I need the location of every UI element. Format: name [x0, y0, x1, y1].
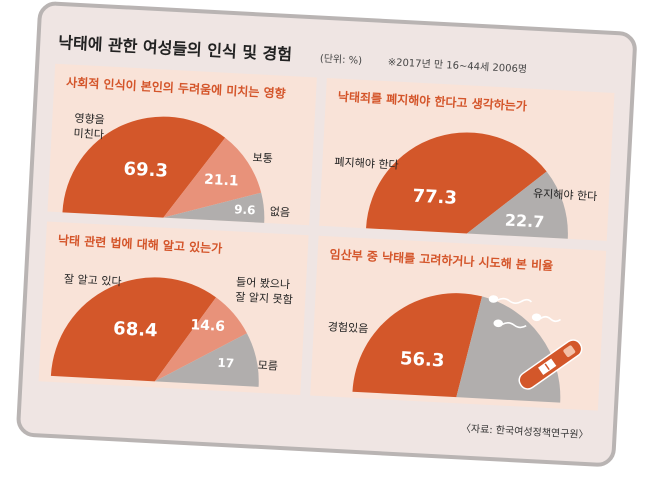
slice-3-0: [50, 277, 217, 382]
category-label-2-0: 폐지해야 한다: [334, 154, 399, 171]
category-label-2-1: 유지해야 한다: [533, 186, 598, 203]
category-label-1-1: 보통: [252, 151, 273, 165]
category-label-4-0: 경험있음: [327, 320, 368, 335]
unit-label: (단위: %): [320, 52, 363, 67]
semicircle-chart-2: 77.3 22.7 폐지해야 한다 유지해야 한다: [334, 132, 598, 239]
slice-4-0: [352, 293, 483, 398]
category-label-3-1: 들어 봤으나잘 알지 못함: [235, 276, 294, 307]
slice-1-1: [163, 137, 262, 218]
slice-2-1: [466, 171, 568, 239]
slice-3-2: [154, 333, 259, 387]
sperm-icon: [488, 295, 561, 329]
category-label-1-0: 영향을미친다: [73, 112, 105, 142]
category-label-3-2: 모름: [257, 359, 278, 373]
value-label-3-1: 14.6: [190, 317, 225, 335]
value-label-1-0: 69.3: [123, 158, 168, 181]
value-label-2-0: 77.3: [412, 186, 457, 209]
category-label-3-0: 잘 알고 있다: [64, 271, 122, 288]
value-label-4-0: 56.3: [399, 348, 444, 371]
semicircle-chart-3: 68.4 14.6 17 잘 알고 있다 들어 봤으나잘 알지 못함 모름: [50, 271, 294, 387]
value-label-3-2: 17: [217, 356, 234, 371]
semicircle-chart-1: 69.3 21.1 9.6 영향을미친다 보통 없음: [62, 112, 290, 223]
value-label-1-2: 9.6: [234, 202, 256, 217]
slice-2-0: [366, 132, 547, 234]
value-label-2-1: 22.7: [504, 210, 544, 231]
semicircle-chart-4: 56.3 경험있음: [327, 293, 583, 403]
slice-3-1: [154, 297, 247, 382]
value-label-1-1: 21.1: [204, 172, 239, 190]
pregnancy-test-icon: [518, 339, 583, 390]
slice-1-2: [163, 192, 265, 223]
category-label-1-2: 없음: [269, 205, 290, 219]
value-label-3-0: 68.4: [113, 318, 158, 341]
slice-1-0: [62, 116, 226, 218]
